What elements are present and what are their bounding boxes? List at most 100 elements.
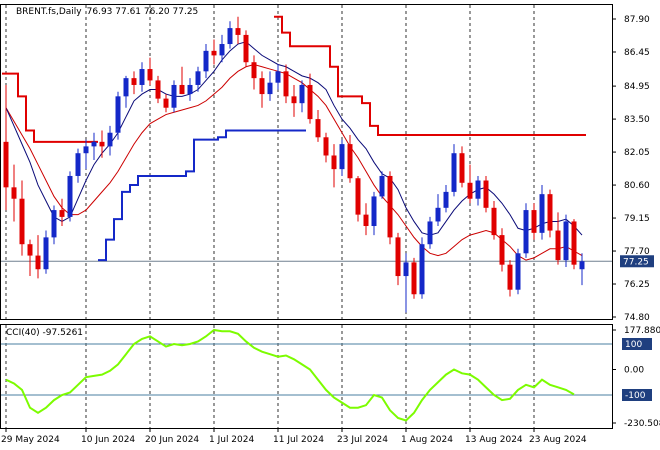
cci-line <box>5 328 575 422</box>
candle-body <box>163 98 169 108</box>
candle-body <box>539 194 545 233</box>
candle-body <box>195 71 201 85</box>
candle-body <box>515 253 521 290</box>
x-tick-label: 11 Jul 2024 <box>273 435 324 445</box>
cci-level-label: 100 <box>625 340 642 350</box>
y-tick-label: 74.80 <box>624 313 650 323</box>
candle-body <box>3 141 9 188</box>
candle-body <box>435 207 441 222</box>
candle-body <box>475 180 481 199</box>
y-tick-label: 84.95 <box>624 82 650 92</box>
candle-body <box>379 175 385 197</box>
candle-body <box>235 28 241 35</box>
candle-body <box>179 84 185 95</box>
candle-body <box>83 146 89 154</box>
x-tick-label: 1 Jul 2024 <box>209 435 254 445</box>
x-tick-label: 13 Aug 2024 <box>465 435 523 445</box>
cci-y-tick-label: -230.508 <box>624 419 660 429</box>
y-tick-label: 79.15 <box>624 214 650 224</box>
candle-body <box>347 144 353 179</box>
candle-body <box>27 244 33 256</box>
candle-body <box>451 153 457 192</box>
candle-body <box>227 28 233 45</box>
candle-body <box>275 71 281 83</box>
candle-body <box>499 235 505 265</box>
x-tick-label: 10 Jun 2024 <box>81 435 135 445</box>
candle-body <box>203 50 209 72</box>
candle-body <box>315 119 321 138</box>
candle-body <box>395 237 401 277</box>
candle-body <box>491 207 497 236</box>
chart-title: BRENT.fs,Daily 76.93 77.61 76.20 77.25 <box>16 7 198 17</box>
candle-body <box>259 78 265 95</box>
candle-body <box>11 187 17 199</box>
grid-lines <box>5 5 535 428</box>
candle-body <box>555 230 561 261</box>
cci-plot <box>0 328 612 422</box>
candle-body <box>251 62 257 79</box>
moving-average-slow <box>5 63 583 261</box>
candle-body <box>267 82 273 95</box>
candle-body <box>243 34 249 63</box>
candle-body <box>283 71 289 97</box>
candle-body <box>427 221 433 245</box>
candle-body <box>219 44 225 56</box>
price-panel-frame <box>0 4 613 320</box>
candle-body <box>507 264 513 290</box>
y-tick-label: 77.70 <box>624 247 650 257</box>
candle-body <box>459 153 465 183</box>
stop-line-red <box>2 15 586 143</box>
cci-level-tag <box>622 389 652 401</box>
candle-body <box>355 178 361 215</box>
x-tick-label: 20 Jun 2024 <box>145 435 199 445</box>
cci-panel-frame <box>0 324 613 429</box>
candle-body <box>147 69 153 81</box>
candle-body <box>547 194 553 231</box>
candle-body <box>371 196 377 227</box>
candle-body <box>579 261 585 270</box>
candle-body <box>331 155 337 170</box>
price-plot <box>0 15 612 313</box>
cci-title: CCI(40) -97.5261 <box>6 328 83 338</box>
candle-body <box>75 153 81 176</box>
cci-level-tag <box>622 338 652 350</box>
candle-body <box>403 262 409 277</box>
candle-body <box>35 255 41 270</box>
candle-body <box>339 144 345 170</box>
moving-average-fast <box>5 41 583 236</box>
x-tick-label: 23 Aug 2024 <box>529 435 587 445</box>
candle-body <box>107 132 113 147</box>
y-tick-label: 80.60 <box>624 181 650 191</box>
candle-body <box>571 221 577 265</box>
candle-body <box>523 210 529 254</box>
current-price-label: 77.25 <box>623 257 649 267</box>
candle-body <box>67 175 73 217</box>
cci-y-tick-label: 177.8808 <box>624 326 660 336</box>
candle-body <box>59 210 65 217</box>
candle-body <box>19 198 25 245</box>
y-tick-label: 86.45 <box>624 48 650 58</box>
x-tick-label: 1 Aug 2024 <box>401 435 453 445</box>
candle-body <box>131 78 137 85</box>
candle-body <box>411 262 417 295</box>
candle-body <box>115 96 121 133</box>
candle-body <box>387 175 393 238</box>
candle-body <box>123 78 129 97</box>
x-tick-label: 29 May 2024 <box>1 435 60 445</box>
y-tick-label: 83.50 <box>624 115 650 125</box>
candle-body <box>43 237 49 270</box>
candle-body <box>419 244 425 295</box>
candle-body <box>187 84 193 95</box>
candle-body <box>291 96 297 104</box>
candle-body <box>171 84 177 108</box>
candle-body <box>155 80 161 99</box>
cci-level-label: -100 <box>625 391 646 401</box>
axes: 29 May 2024 10 Jun 2024 20 Jun 2024 1 Jul 2… <box>0 4 660 445</box>
current-price-tag <box>620 255 654 268</box>
candle-body <box>531 210 537 233</box>
cci-y-tick-label: 0.00 <box>624 366 644 376</box>
candle-body <box>443 191 449 208</box>
y-tick-label: 87.90 <box>624 15 650 25</box>
stop-line-blue <box>98 129 306 262</box>
candle-body <box>211 50 217 56</box>
